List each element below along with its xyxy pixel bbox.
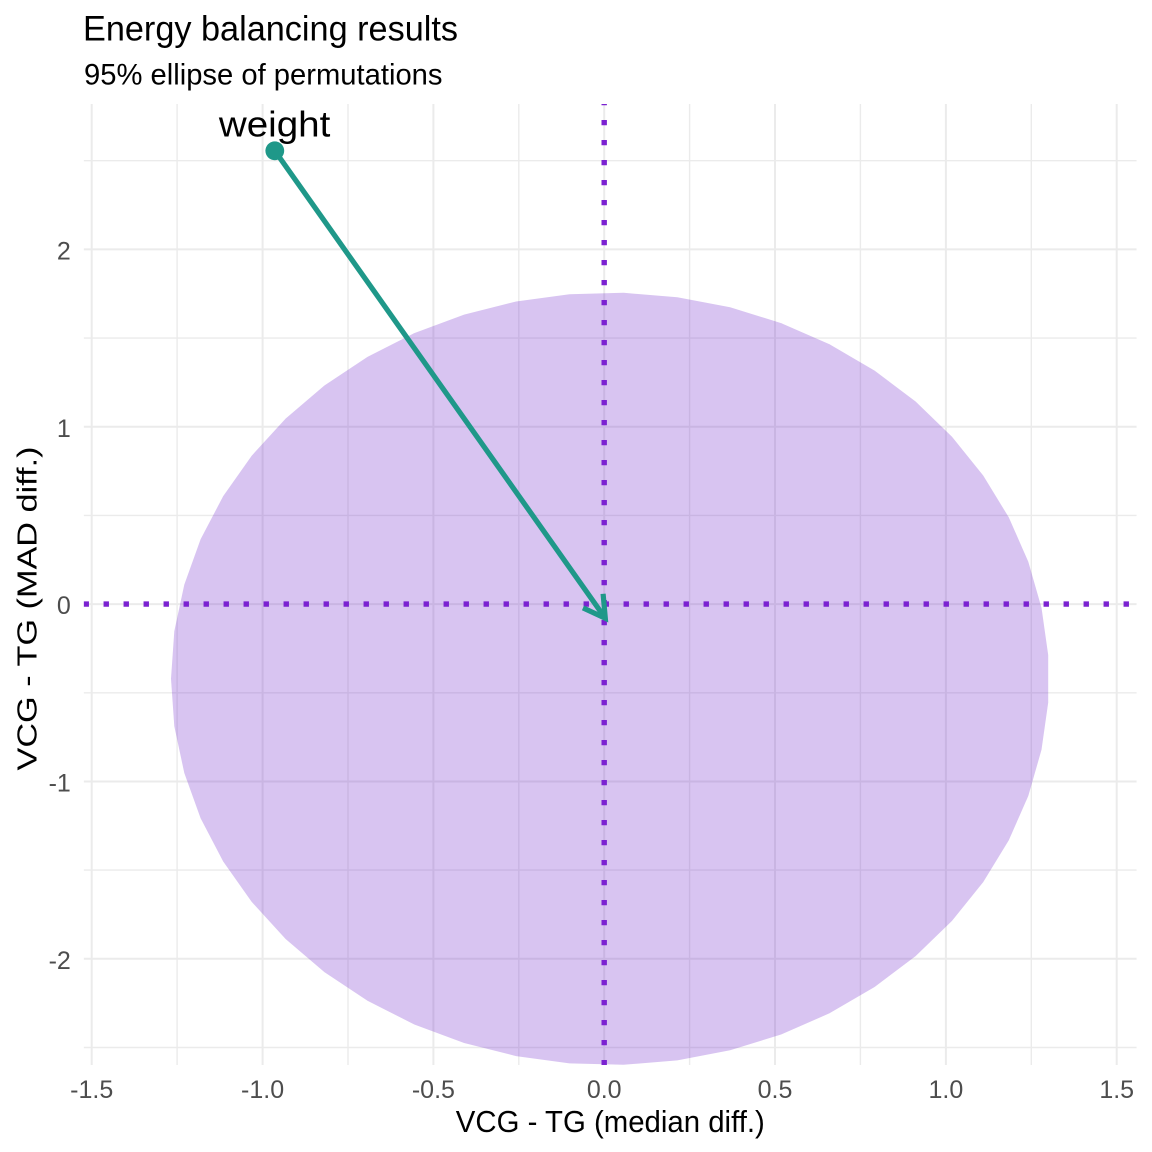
svg-text:VCG - TG (median diff.): VCG - TG (median diff.): [456, 1104, 765, 1139]
svg-text:-1: -1: [49, 770, 71, 798]
svg-text:0: 0: [57, 592, 71, 620]
svg-text:0.0: 0.0: [587, 1076, 622, 1104]
svg-text:-1.0: -1.0: [241, 1076, 284, 1104]
svg-text:-2: -2: [49, 947, 71, 975]
svg-text:-1.5: -1.5: [70, 1076, 113, 1104]
svg-text:-0.5: -0.5: [412, 1076, 455, 1104]
svg-text:weight: weight: [218, 104, 331, 145]
svg-text:1.5: 1.5: [1099, 1076, 1134, 1104]
svg-text:2: 2: [57, 238, 71, 266]
svg-text:1: 1: [57, 415, 71, 443]
svg-text:VCG - TG (MAD diff.): VCG - TG (MAD diff.): [12, 447, 43, 771]
svg-text:95% ellipse of permutations: 95% ellipse of permutations: [84, 59, 443, 92]
svg-text:1.0: 1.0: [929, 1076, 964, 1104]
svg-text:Energy balancing results: Energy balancing results: [83, 9, 458, 49]
svg-text:0.5: 0.5: [758, 1076, 793, 1104]
